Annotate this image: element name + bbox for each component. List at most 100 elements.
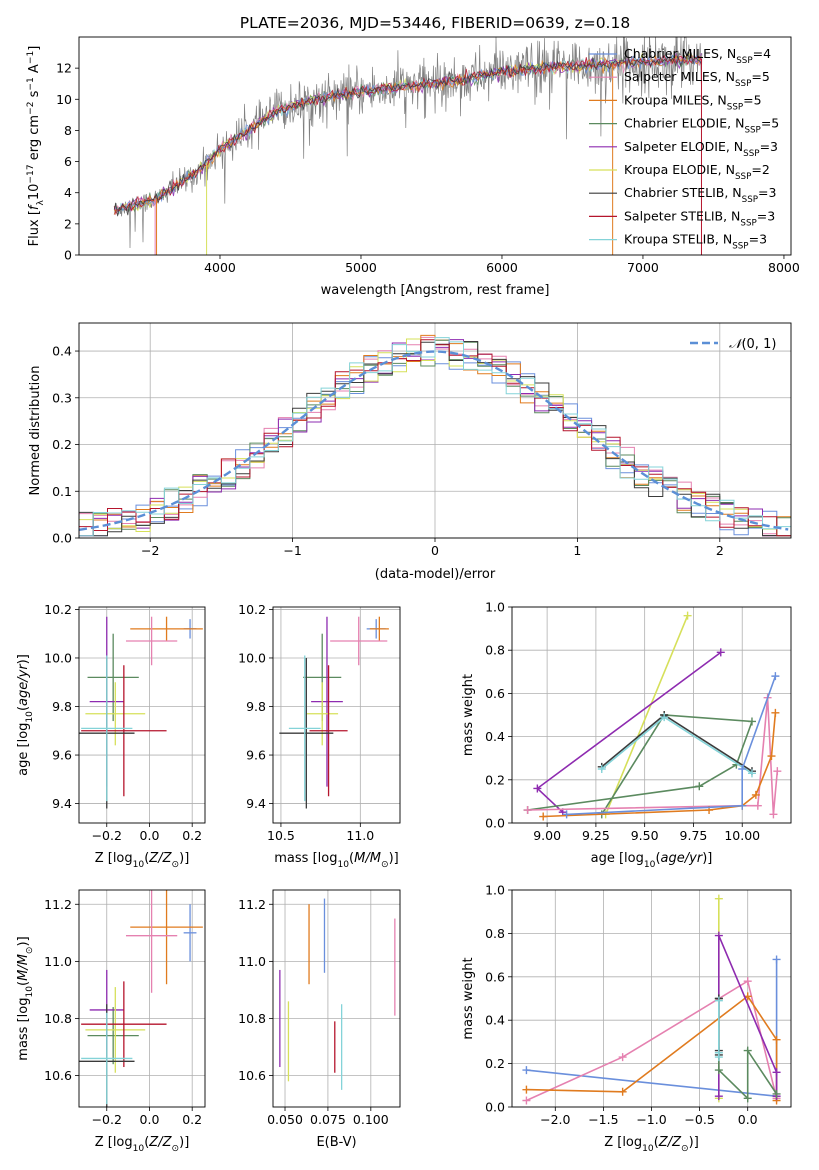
x-tick-label: 9.75 [680,828,708,843]
y-tick-label: 0.4 [485,729,505,744]
x-axis-label: Z [log10(Z/Z⊙)] [95,1135,190,1154]
series-salpeter_miles [527,697,779,815]
x-tick-label: 0.075 [310,1112,346,1127]
x-tick-label: 9.00 [533,828,561,843]
histogram-kroupa_stelib [79,337,791,538]
marker-chabrier_miles [738,801,747,810]
plot-area-mass_vs_Z [79,890,203,1107]
x-tick-label: 2 [716,543,724,558]
y-tick-label: 4 [64,185,72,200]
y-tick-label: 9.4 [246,796,266,811]
axes-frame [272,606,401,824]
series-kroupa_elodie [604,615,689,815]
marker-kroupa_miles [772,1035,781,1044]
y-tick-label: 10.0 [44,650,72,665]
y-tick-label: 0.8 [485,926,505,941]
marker-salpeter_miles [769,810,778,819]
y-tick-label: 0 [64,248,72,263]
legend-label-salpeter_stelib: Salpeter STELIB, NSSP=3 [624,208,775,228]
marker-kroupa_stelib [747,769,756,778]
panel-age_vs_mass: 10.5 11.0 9.4 9.6 9.8 10.0 10.2 mass [log10(M/M… [238,602,401,870]
legend-label-chabrier_miles: Chabrier MILES, NSSP=4 [624,46,771,66]
x-axis-label: Z [log10(Z/Z⊙)] [95,851,190,870]
y-tick-label: 9.6 [246,748,266,763]
x-tick-label: 5000 [345,260,377,275]
marker-chabrier_elodie [714,1066,723,1075]
y-tick-label: 10.2 [238,602,266,617]
y-tick-label: 9.4 [52,796,72,811]
y-tick-label: 11.0 [238,954,266,969]
x-tick-label: 4000 [204,260,236,275]
y-tick-label: 0.0 [485,816,505,831]
y-tick-label: 0.8 [485,643,505,658]
plot-area-spectrum [113,37,703,255]
x-axis-label: age [log10(age/yr)] [591,851,713,870]
x-tick-label: 6000 [486,260,518,275]
x-tick-label: 0.0 [140,1112,160,1127]
panel-mass_weight_vs_Z: −2.0 −1.5 −1.0 −0.5 0.0 0.0 0.2 0.4 0.6 0.8 1.0 Z [… [461,883,792,1154]
axes-frame [78,889,206,1108]
y-tick-label: 6 [64,154,72,169]
x-tick-label: 8000 [768,260,800,275]
y-tick-label: 1.0 [485,883,505,898]
series-chabrier_miles [566,675,777,816]
figure-title: PLATE=2036, MJD=53446, FIBERID=0639, z=0… [240,14,630,32]
x-tick-label: −0.5 [684,1112,714,1127]
x-axis-label: (data-model)/error [375,567,496,582]
y-tick-label: 2 [64,216,72,231]
x-tick-label: 0 [431,543,439,558]
x-tick-label: 10.00 [724,828,760,843]
x-tick-label: 7000 [627,260,659,275]
marker-chabrier_miles [522,1066,531,1075]
marker-salpeter_elodie [533,784,542,793]
y-tick-label: 10.6 [238,1068,266,1083]
y-tick-label: 0.3 [52,390,72,405]
axes-frame [272,889,401,1108]
panel-mass_vs_ebv: 0.050 0.075 0.100 10.6 10.8 11.0 11.2 E(B-V) [238,889,401,1150]
marker-chabrier_elodie [743,1046,752,1055]
y-tick-label: 11.2 [44,897,72,912]
y-tick-label: 10.8 [238,1011,266,1026]
spectrum-model-chabrier_stelib [113,51,702,217]
y-tick-label: 0.4 [485,1013,505,1028]
y-tick-label: 11.2 [238,897,266,912]
x-tick-label: −2.0 [540,1112,570,1127]
marker-salpeter_miles [522,1096,531,1105]
marker-salpeter_miles [618,1053,627,1062]
marker-salpeter_elodie [714,1092,723,1101]
marker-salpeter_elodie [772,1068,781,1077]
marker-chabrier_miles [738,765,747,773]
y-axis-label: mass [log10(M/M⊙)] [16,936,35,1060]
legend-label-salpeter_miles: Salpeter MILES, NSSP=5 [624,69,770,89]
y-tick-label: 0.4 [52,344,72,359]
y-tick-label: 10.0 [238,650,266,665]
marker-kroupa_stelib [597,765,606,773]
axes-frame [78,36,792,256]
x-tick-label: 1 [573,543,581,558]
plot-area-mass_vs_ebv [279,898,396,1090]
y-tick-label: 1.0 [485,600,505,615]
legend-label-kroupa_miles: Kroupa MILES, NSSP=5 [624,92,762,112]
marker-chabrier_elodie [747,717,756,726]
marker-kroupa_elodie [714,894,723,903]
x-tick-label: 10.5 [267,828,295,843]
x-axis-label: wavelength [Angstrom, rest frame] [321,283,550,298]
x-axis-label: Z [log10(Z/Z⊙)] [604,1135,699,1154]
x-tick-label: 0.100 [353,1112,389,1127]
y-tick-label: 0.2 [52,437,72,452]
marker-salpeter_miles [773,767,782,776]
legend-label-chabrier_elodie: Chabrier ELODIE, NSSP=5 [624,116,779,136]
marker-chabrier_elodie [695,782,704,791]
x-tick-label: 0.0 [140,828,160,843]
marker-salpeter_miles [743,977,752,986]
marker-kroupa_miles [767,752,776,761]
panel-residuals: −2 −1 0 1 2 0.0 0.1 0.2 0.3 0.4 𝒩(0, 1) (data-model… [28,322,792,582]
x-tick-label: −0.2 [92,828,122,843]
legend-label-normal: 𝒩(0, 1) [729,337,776,352]
plot-area-mass_weight_vs_age [523,611,782,821]
legend-label-chabrier_stelib: Chabrier STELIB, NSSP=3 [624,185,776,205]
axes-frame [78,606,206,824]
legend-label-kroupa_stelib: Kroupa STELIB, NSSP=3 [624,232,767,252]
y-tick-label: 0.6 [485,686,505,701]
